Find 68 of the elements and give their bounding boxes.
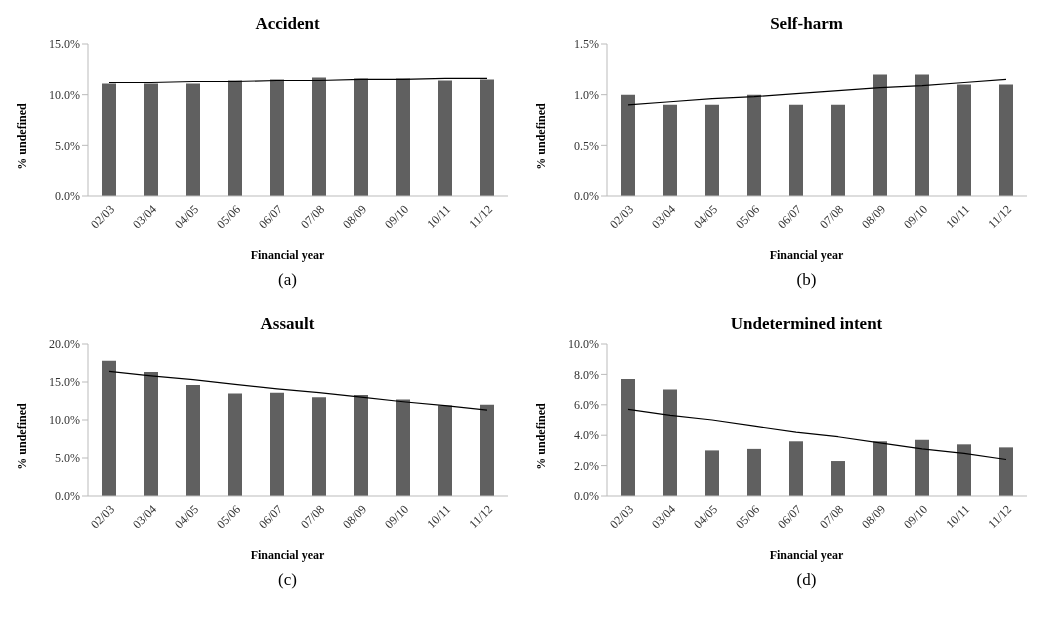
bar [915, 74, 929, 196]
bar [999, 447, 1013, 496]
y-tick-label: 10.0% [49, 87, 80, 102]
bar [705, 450, 719, 496]
y-tick-label: 1.0% [574, 87, 599, 102]
text: (a) [277, 270, 298, 290]
bar [747, 94, 761, 196]
text: (d) [795, 570, 818, 590]
y-tick-label: 5.0% [55, 138, 80, 153]
bar [957, 84, 971, 196]
bar [915, 439, 929, 496]
x-axis-title: Financial year [249, 248, 326, 263]
bar [705, 104, 719, 196]
bar [747, 448, 761, 496]
y-tick-label: 0.0% [55, 189, 80, 204]
line-series [627, 78, 1007, 106]
y-tick-label: 1.5% [574, 37, 599, 52]
bar [621, 94, 635, 196]
y-tick-label: 6.0% [574, 398, 599, 413]
chart-title: Assault [260, 314, 315, 333]
bar [831, 104, 845, 196]
y-axis-title: % undefined [14, 102, 30, 170]
y-axis-title: % undefined [533, 102, 549, 170]
y-tick-label: 15.0% [49, 375, 80, 390]
y-tick-label: 0.0% [574, 489, 599, 504]
line-series [108, 370, 488, 411]
bar [102, 360, 116, 496]
y-tick-label: 8.0% [574, 367, 599, 382]
bar [228, 393, 242, 496]
y-tick-label: 2.0% [574, 458, 599, 473]
y-tick-label: 10.0% [49, 413, 80, 428]
y-tick-label: 20.0% [49, 337, 80, 352]
y-tick-label: 0.5% [574, 138, 599, 153]
bar [354, 394, 368, 496]
y-tick-label: 0.0% [574, 189, 599, 204]
bar [831, 461, 845, 496]
bar [621, 378, 635, 496]
bar [312, 397, 326, 496]
y-axis-title: % undefined [14, 402, 30, 470]
y-tick-label: 10.0% [568, 337, 599, 352]
bar [999, 84, 1013, 196]
bar [438, 405, 452, 496]
chart-title: Undetermined intent [730, 314, 883, 333]
y-tick-label: 15.0% [49, 37, 80, 52]
bar [396, 399, 410, 496]
bar [663, 104, 677, 196]
x-axis-title: Financial year [249, 548, 326, 563]
bar [957, 444, 971, 496]
y-tick-label: 4.0% [574, 428, 599, 443]
bar [270, 392, 284, 496]
bar [789, 104, 803, 196]
y-tick-label: 0.0% [55, 489, 80, 504]
x-axis-title: Financial year [768, 248, 845, 263]
y-tick-label: 5.0% [55, 451, 80, 466]
chart-title: Accident [255, 14, 320, 33]
bar [480, 404, 494, 496]
bar [144, 372, 158, 496]
x-axis-title: Financial year [768, 548, 845, 563]
line-series [627, 408, 1007, 461]
text: (c) [277, 570, 298, 590]
text: (b) [795, 270, 818, 290]
chart-title: Self-harm [770, 14, 843, 33]
y-axis-title: % undefined [533, 402, 549, 470]
bar [873, 74, 887, 196]
bar [663, 389, 677, 496]
bar [873, 441, 887, 496]
bar [789, 441, 803, 496]
bar [186, 385, 200, 496]
